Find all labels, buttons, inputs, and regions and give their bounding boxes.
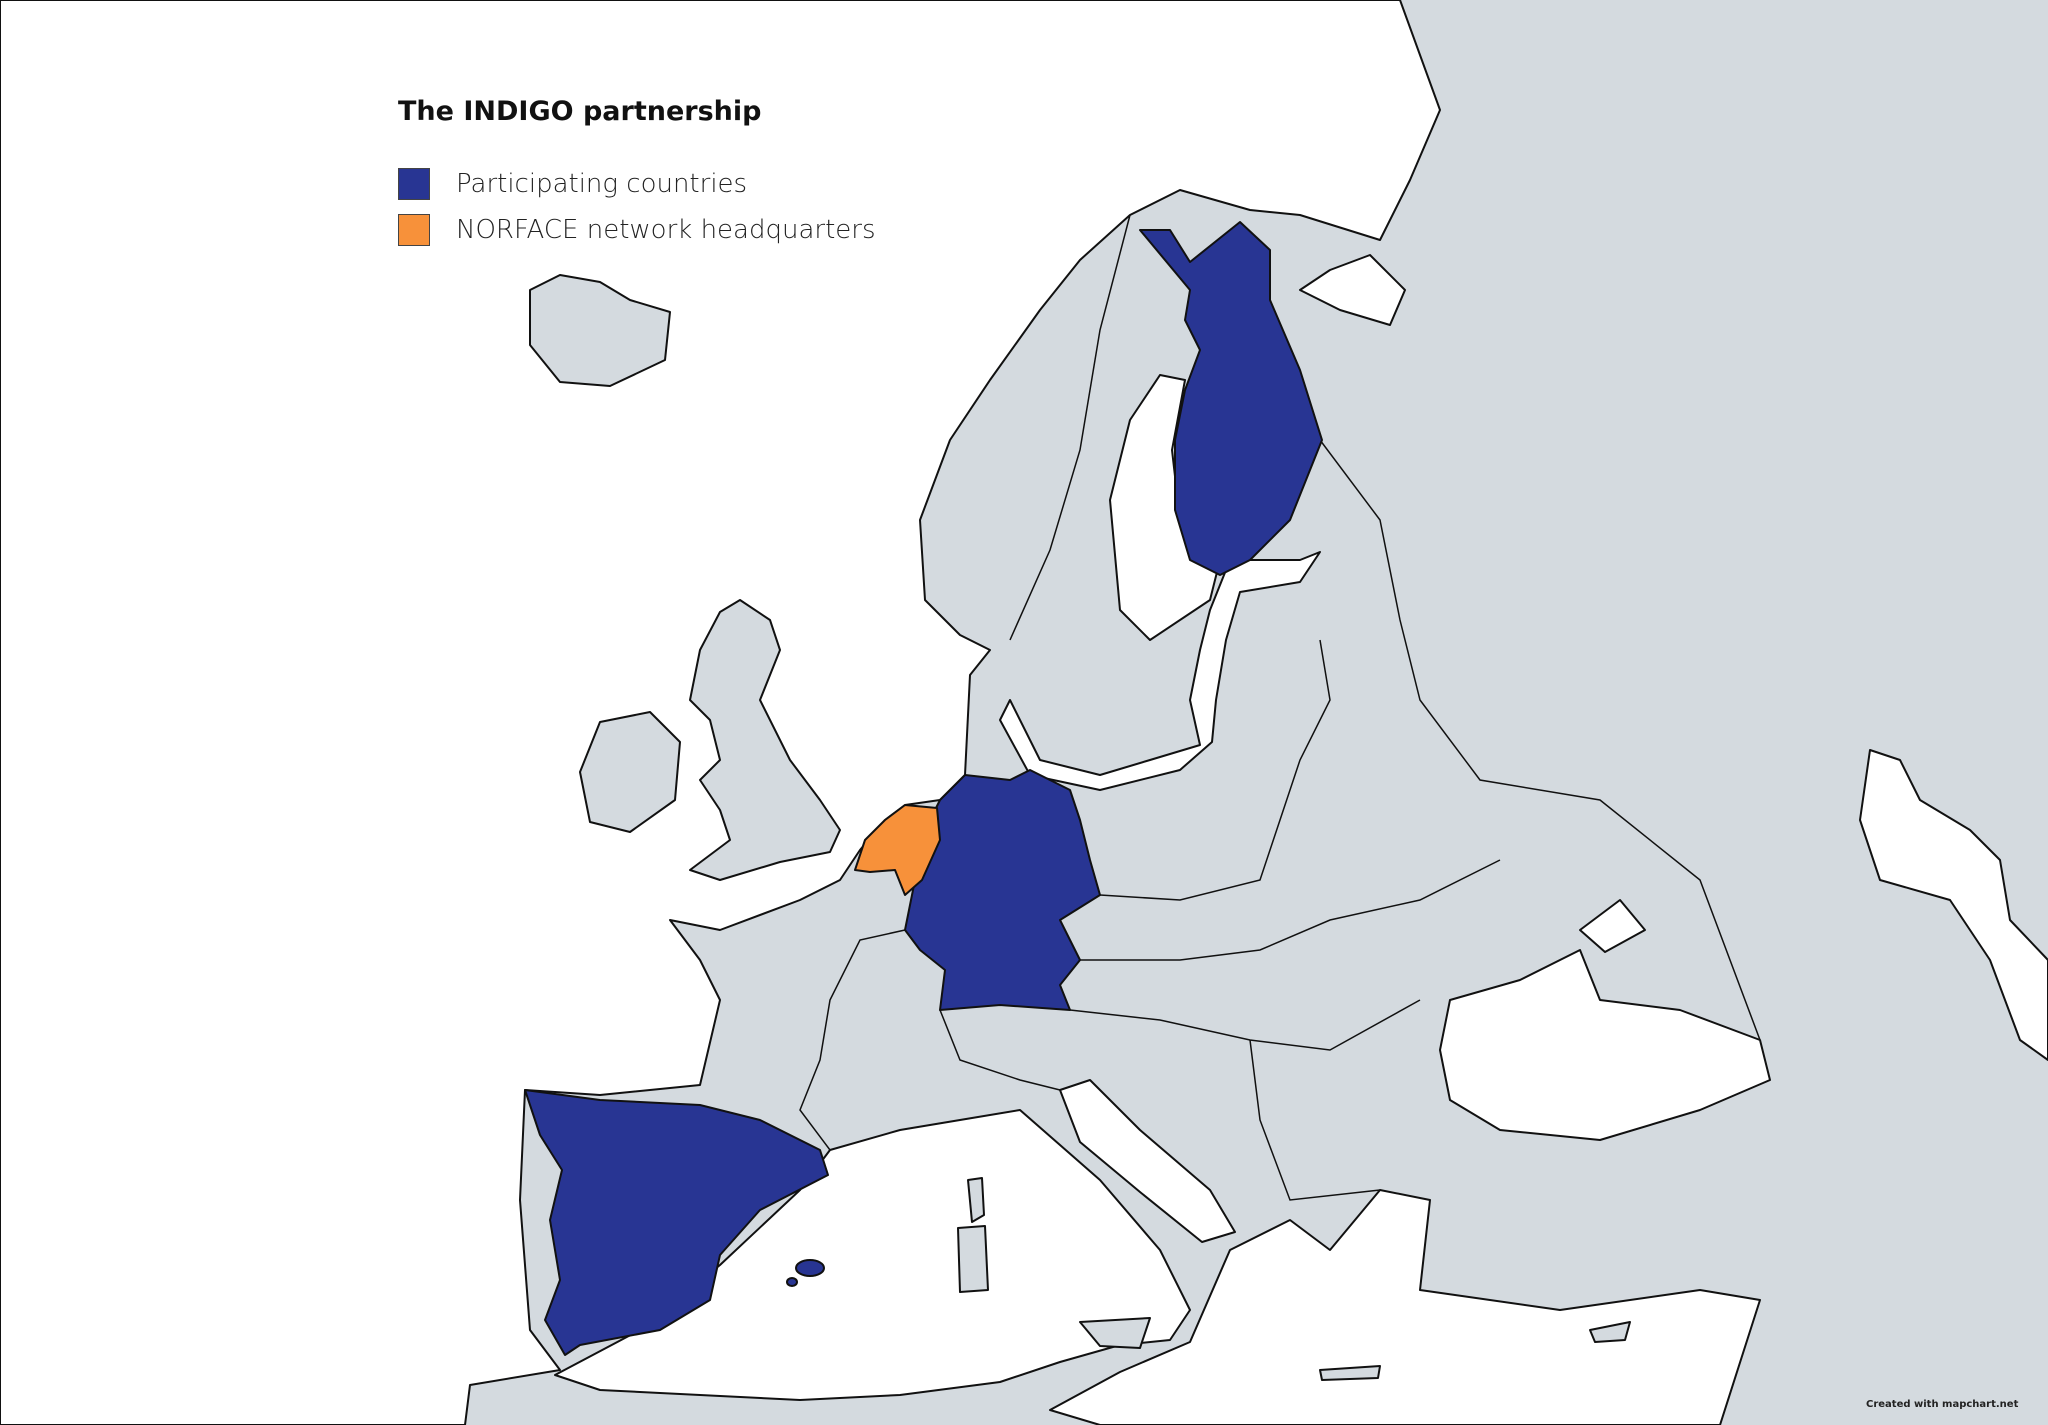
baltic-sea bbox=[999, 551, 1321, 791]
country-borders bbox=[1099, 639, 1331, 901]
gulf-of-bothnia bbox=[1109, 374, 1221, 641]
country-borders bbox=[1249, 1039, 1381, 1201]
country-netherlands[interactable] bbox=[854, 804, 941, 896]
legend-title: The INDIGO partnership bbox=[398, 96, 762, 127]
country-spain[interactable] bbox=[524, 1089, 829, 1356]
balearic-islands[interactable] bbox=[786, 1277, 798, 1287]
legend-swatch-orange bbox=[398, 214, 430, 246]
balearic-islands[interactable] bbox=[795, 1259, 825, 1277]
adriatic-sea bbox=[1059, 1079, 1236, 1243]
corsica bbox=[967, 1177, 985, 1223]
country-borders bbox=[799, 929, 906, 1151]
credit-text: Created with mapchart.net bbox=[1866, 1399, 2019, 1410]
country-borders bbox=[1009, 214, 1131, 641]
country-borders bbox=[939, 1009, 1061, 1091]
legend-label: Participating countries bbox=[456, 169, 748, 199]
sicily bbox=[1079, 1317, 1151, 1349]
legend: The INDIGO partnership Participating cou… bbox=[398, 96, 876, 253]
eastern-mediterranean bbox=[1049, 1189, 1761, 1425]
country-borders bbox=[1080, 859, 1501, 961]
country-finland[interactable] bbox=[1139, 221, 1323, 576]
sardinia bbox=[957, 1225, 989, 1293]
great-britain bbox=[689, 599, 841, 881]
black-sea bbox=[1439, 949, 1771, 1141]
legend-swatch-blue bbox=[398, 168, 430, 200]
legend-label: NORFACE network headquarters bbox=[456, 215, 876, 245]
legend-item-participating: Participating countries bbox=[398, 161, 876, 207]
cyprus bbox=[1589, 1321, 1631, 1343]
iceland bbox=[529, 274, 671, 387]
sea-of-azov bbox=[1579, 899, 1646, 953]
country-borders bbox=[1319, 439, 1761, 1041]
white-sea bbox=[1299, 254, 1406, 326]
caspian-sea bbox=[1859, 749, 2048, 1061]
crete bbox=[1319, 1365, 1381, 1381]
legend-item-headquarters: NORFACE network headquarters bbox=[398, 207, 876, 253]
ireland bbox=[579, 711, 681, 833]
